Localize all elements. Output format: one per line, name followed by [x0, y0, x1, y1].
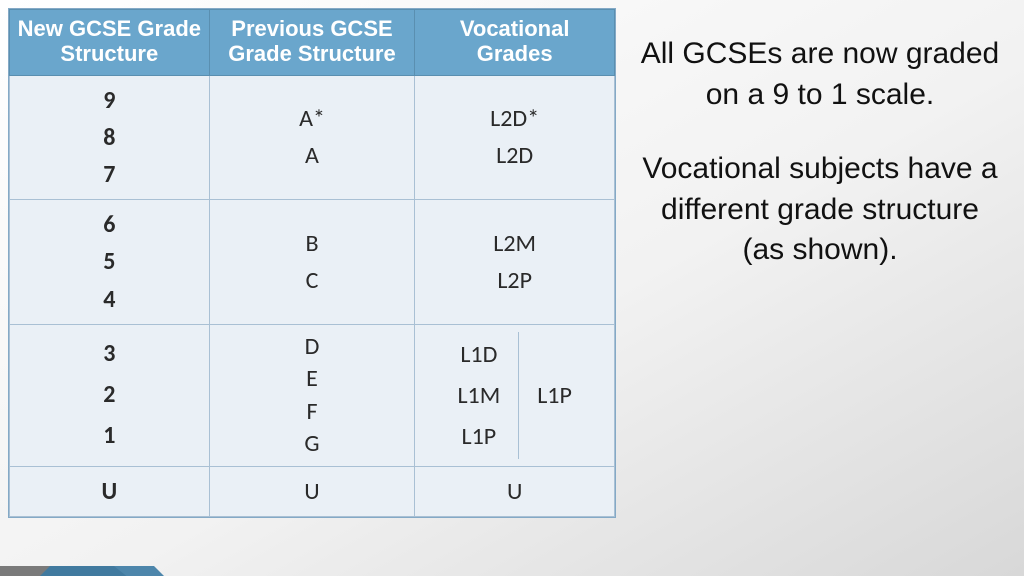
cell-voc-2: L1D L1M L1P L1P — [415, 324, 615, 467]
cell-prev-2: D E F G — [209, 324, 415, 467]
cell-voc-0: L2D* L2D — [415, 75, 615, 200]
cell-voc-u: U — [415, 467, 615, 517]
corner-decoration — [0, 542, 214, 576]
cell-new-2: 3 2 1 — [10, 324, 210, 467]
cell-prev-1: B C — [209, 200, 415, 325]
table-row: U U U — [10, 467, 615, 517]
table-row: 6 5 4 B C L2M L2P — [10, 200, 615, 325]
explanatory-text: All GCSEs are now graded on a 9 to 1 sca… — [640, 34, 1000, 305]
aside-paragraph-1: All GCSEs are now graded on a 9 to 1 sca… — [640, 34, 1000, 115]
table-row: 3 2 1 D E F G L1D L1M L1P — [10, 324, 615, 467]
grade-table-container: New GCSE Grade Structure Previous GCSE G… — [8, 8, 616, 518]
cell-new-0: 9 8 7 — [10, 75, 210, 200]
col-header-voc: Vocational Grades — [415, 10, 615, 76]
cell-new-1: 6 5 4 — [10, 200, 210, 325]
aside-paragraph-2: Vocational subjects have a different gra… — [640, 149, 1000, 271]
cell-prev-0: A* A — [209, 75, 415, 200]
table-row: 9 8 7 A* A L2D* L2D — [10, 75, 615, 200]
col-header-prev: Previous GCSE Grade Structure — [209, 10, 415, 76]
cell-voc-1: L2M L2P — [415, 200, 615, 325]
col-header-new: New GCSE Grade Structure — [10, 10, 210, 76]
cell-prev-u: U — [209, 467, 415, 517]
cell-new-u: U — [10, 467, 210, 517]
table-header-row: New GCSE Grade Structure Previous GCSE G… — [10, 10, 615, 76]
grade-table: New GCSE Grade Structure Previous GCSE G… — [9, 9, 615, 517]
